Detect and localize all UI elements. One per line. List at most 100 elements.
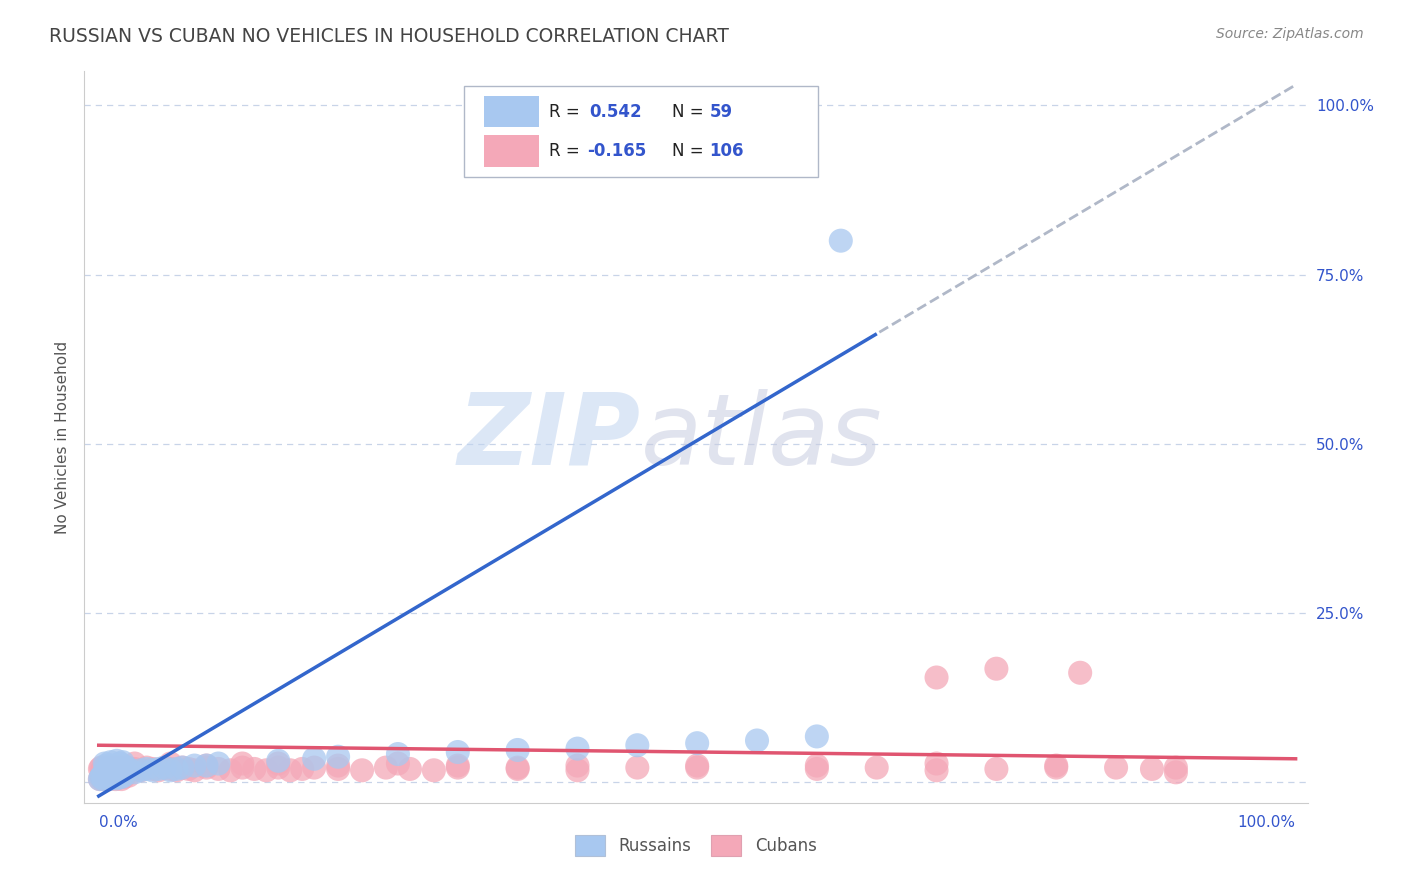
Point: [686, 758, 709, 772]
FancyBboxPatch shape: [464, 86, 818, 178]
Point: [267, 756, 290, 771]
Point: [183, 758, 205, 772]
Point: [93, 772, 115, 786]
Point: [195, 758, 218, 772]
Point: [105, 764, 128, 778]
Point: [104, 767, 127, 781]
Point: [302, 761, 325, 775]
Point: [142, 764, 165, 778]
Point: [97, 761, 120, 775]
Point: [114, 761, 136, 775]
Point: [806, 758, 828, 772]
Point: [107, 761, 129, 775]
Point: [91, 764, 114, 778]
Point: [90, 770, 112, 784]
Point: [806, 762, 828, 776]
Point: [100, 755, 122, 769]
Point: [172, 761, 194, 775]
Point: [326, 749, 349, 764]
Point: [89, 762, 111, 776]
Point: [114, 764, 136, 778]
Point: [506, 762, 529, 776]
Point: [375, 761, 398, 775]
Point: [105, 761, 128, 775]
Point: [94, 758, 117, 772]
Point: [101, 770, 124, 784]
Point: [93, 769, 115, 783]
Point: [111, 758, 134, 772]
Text: 106: 106: [710, 142, 744, 160]
Point: [447, 761, 470, 775]
Point: [447, 758, 470, 772]
Point: [506, 743, 529, 757]
Point: [110, 756, 132, 771]
Point: [830, 234, 852, 248]
Point: [96, 770, 118, 784]
Point: [1164, 765, 1187, 780]
Bar: [484, 95, 540, 128]
Point: [1140, 762, 1163, 776]
Point: [177, 762, 200, 776]
Point: [97, 762, 120, 776]
Point: [159, 756, 181, 771]
Point: [124, 756, 146, 771]
Text: -0.165: -0.165: [588, 142, 647, 160]
Point: [195, 758, 218, 772]
Point: [98, 764, 121, 778]
Text: 0.542: 0.542: [589, 103, 643, 120]
Point: [267, 754, 290, 768]
Text: N =: N =: [672, 103, 709, 120]
Point: [124, 762, 146, 776]
Point: [111, 769, 134, 783]
Point: [112, 770, 135, 784]
Point: [135, 762, 157, 776]
Text: atlas: atlas: [641, 389, 883, 485]
Point: [103, 765, 125, 780]
Point: [159, 762, 181, 776]
Point: [117, 762, 139, 776]
Point: [110, 772, 132, 786]
Text: 59: 59: [710, 103, 733, 120]
Point: [97, 765, 120, 780]
Text: 0.0%: 0.0%: [98, 815, 138, 830]
Point: [105, 772, 128, 786]
Point: [159, 764, 181, 778]
Point: [148, 762, 170, 776]
Point: [925, 764, 948, 778]
Point: [166, 764, 188, 778]
Point: [100, 761, 122, 775]
Point: [1164, 761, 1187, 775]
Point: [1045, 761, 1067, 775]
Point: [93, 762, 115, 776]
Point: [94, 772, 117, 786]
Point: [101, 758, 124, 772]
Point: [866, 761, 889, 775]
Point: [93, 770, 115, 784]
Point: [231, 756, 253, 771]
Point: [806, 730, 828, 744]
Point: [89, 772, 111, 786]
Point: [93, 756, 115, 771]
Point: [447, 745, 470, 759]
Point: [326, 762, 349, 776]
Point: [172, 761, 194, 775]
Point: [195, 761, 218, 775]
Point: [111, 755, 134, 769]
Point: [100, 770, 122, 784]
Point: [101, 770, 124, 784]
Point: [243, 762, 266, 776]
Point: [267, 761, 290, 775]
Point: [115, 765, 138, 780]
Point: [626, 738, 648, 752]
Text: R =: R =: [550, 142, 585, 160]
Point: [110, 764, 132, 778]
Y-axis label: No Vehicles in Household: No Vehicles in Household: [55, 341, 70, 533]
Point: [100, 769, 122, 783]
Point: [207, 756, 229, 771]
Point: [90, 761, 112, 775]
Text: RUSSIAN VS CUBAN NO VEHICLES IN HOUSEHOLD CORRELATION CHART: RUSSIAN VS CUBAN NO VEHICLES IN HOUSEHOL…: [49, 27, 730, 45]
Point: [101, 764, 124, 778]
Point: [291, 762, 314, 776]
Point: [105, 769, 128, 783]
Point: [183, 764, 205, 778]
